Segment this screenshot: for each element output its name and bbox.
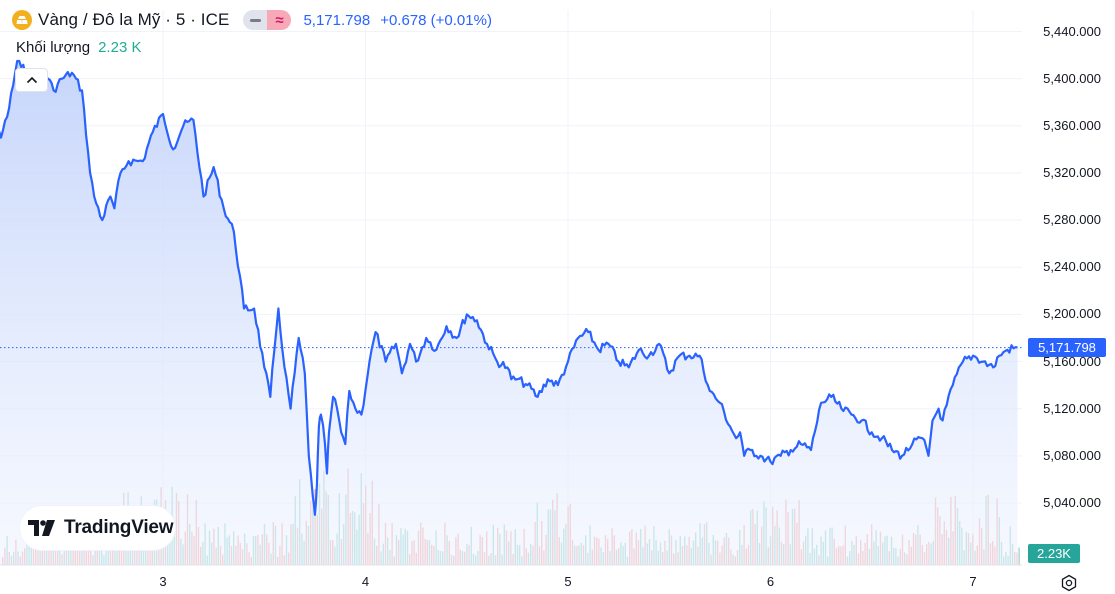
volume-tag: 2.23K [1028,544,1080,563]
y-tick-label: 5,320.000 [1043,164,1101,180]
x-tick-label: 7 [969,574,977,589]
last-price-tag: 5,171.798 [1028,338,1106,357]
legend-header: Vàng / Đô la Mỹ · 5 · ICE ≈ 5,171.798 +0… [12,8,492,32]
y-tick-label: 5,280.000 [1043,212,1101,228]
minus-icon[interactable] [243,10,268,30]
y-tick-label: 5,360.000 [1043,117,1101,133]
x-tick-label: 5 [564,574,572,589]
price-area-fill [0,61,1018,565]
tradingview-logo-icon [28,520,55,536]
y-tick-label: 5,240.000 [1043,259,1101,275]
last-price: 5,171.798 [303,11,371,29]
gold-coin-icon [12,10,32,30]
y-tick-label: 5,200.000 [1043,306,1101,322]
tradingview-logo[interactable]: TradingView [20,506,175,550]
y-tick-label: 5,440.000 [1043,23,1101,39]
collapse-legend-button[interactable] [15,68,48,92]
settings-gear-icon[interactable] [1060,574,1078,592]
chevron-up-icon [26,76,37,84]
price-series[interactable] [0,59,1018,516]
tradingview-logo-text: TradingView [64,517,174,538]
volume-bar [1018,547,1020,565]
price-change: +0.678 (+0.01%) [380,11,492,29]
x-tick-label: 6 [766,574,775,589]
x-tick-label: 4 [361,574,370,589]
volume-label: Khối lượng [16,39,91,56]
symbol-title[interactable]: Vàng / Đô la Mỹ · 5 · ICE [38,10,230,29]
volume-value: 2.23 K [98,39,142,56]
x-tick-label: 3 [159,574,167,589]
y-tick-label: 5,080.000 [1043,447,1101,463]
price-line[interactable] [0,59,1018,516]
y-tick-label: 5,120.000 [1043,400,1101,416]
y-tick-label: 5,040.000 [1043,495,1101,510]
volume-legend: Khối lượng 2.23 K [16,39,141,56]
approx-icon[interactable]: ≈ [267,10,292,30]
indicator-pill[interactable]: ≈ [243,10,292,30]
price-area [0,61,1018,565]
y-tick-label: 5,160.000 [1043,353,1101,369]
y-tick-label: 5,400.000 [1043,70,1101,86]
